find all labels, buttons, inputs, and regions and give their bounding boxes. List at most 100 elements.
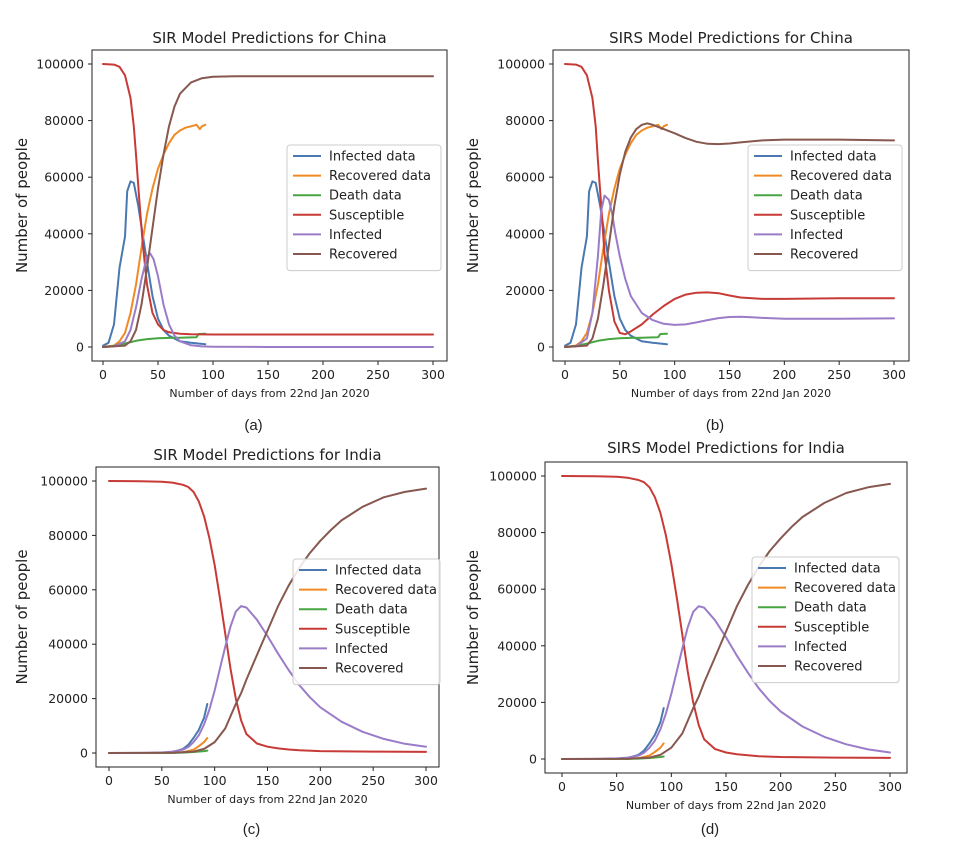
y-tick-label: 80000 — [497, 525, 537, 540]
legend-entry: Death data — [329, 189, 402, 204]
chart-title: SIR Model Predictions for China — [152, 29, 386, 47]
legend-entry: Infected data — [335, 564, 422, 579]
legend-box — [747, 144, 903, 272]
y-tick-label: 80000 — [505, 113, 545, 128]
y-tick-label: 40000 — [48, 637, 88, 652]
legend-entry: Susceptible — [329, 208, 404, 223]
x-tick-label: 250 — [366, 367, 390, 382]
x-tick-label: 0 — [558, 779, 566, 794]
legend-entry: Recovered data — [329, 169, 431, 184]
x-tick-label: 50 — [612, 367, 628, 382]
y-tick-label: 20000 — [44, 283, 84, 298]
chart-panel-3: SIR Model Predictions for India 0 50 100 150… — [13, 446, 441, 838]
x-tick-label: 300 — [882, 367, 906, 382]
y-tick-label: 100000 — [489, 469, 537, 484]
x-tick-label: 300 — [414, 773, 438, 788]
series-line-infected — [564, 194, 895, 348]
x-tick-label: 100 — [203, 773, 227, 788]
y-tick-label: 60000 — [48, 582, 88, 597]
x-tick-label: 100 — [663, 367, 687, 382]
legend-entry: Recovered — [329, 248, 398, 263]
x-tick-label: 0 — [99, 367, 107, 382]
y-tick-label: 20000 — [48, 691, 88, 706]
legend-entry: Susceptible — [335, 622, 410, 637]
x-tick-label: 150 — [718, 367, 742, 382]
y-tick-label: 100000 — [40, 474, 88, 489]
legend-entry: Susceptible — [790, 208, 865, 223]
series-line-recovered — [564, 122, 895, 348]
y-tick-label: 80000 — [48, 528, 88, 543]
y-tick-label: 60000 — [44, 170, 84, 185]
legend-entry: Infected — [794, 640, 847, 655]
x-tick-label: 50 — [150, 367, 166, 382]
series-group — [561, 475, 891, 760]
y-tick-label: 0 — [529, 752, 537, 767]
y-tick-label: 20000 — [505, 283, 545, 298]
chart-panel-1: SIR Model Predictions for China 0 50 100 150… — [13, 29, 448, 434]
series-line-infected — [561, 605, 891, 760]
x-tick-label: 0 — [105, 773, 113, 788]
y-tick-label: 40000 — [44, 226, 84, 241]
panel-label: (b) — [706, 417, 724, 434]
legend-entry: Infected data — [329, 150, 416, 165]
legend-entry: Infected data — [790, 150, 877, 165]
legend-entry: Infected data — [794, 562, 881, 577]
series-line-recovered — [561, 482, 891, 760]
x-axis-label: Number of days from 22nd Jan 2020 — [626, 799, 826, 812]
x-tick-label: 300 — [421, 367, 445, 382]
y-tick-label: 80000 — [44, 113, 84, 128]
x-tick-label: 200 — [772, 367, 796, 382]
legend: Infected data Recovered data Death data Sus… — [286, 144, 442, 272]
legend-entry: Susceptible — [794, 620, 869, 635]
x-axis-label: Number of days from 22nd Jan 2020 — [169, 387, 369, 400]
x-tick-label: 300 — [878, 779, 902, 794]
legend: Infected data Recovered data Death data Sus… — [747, 144, 903, 272]
y-axis-label: Number of people — [464, 138, 482, 273]
chart-title: SIRS Model Predictions for China — [609, 29, 853, 47]
x-tick-label: 50 — [609, 779, 625, 794]
panel-label: (d) — [701, 821, 719, 838]
legend-entry: Infected — [790, 228, 843, 243]
x-tick-label: 150 — [256, 367, 280, 382]
legend-entry: Recovered — [790, 248, 859, 263]
legend-entry: Recovered data — [335, 583, 437, 598]
chart-panel-2: SIRS Model Predictions for China 0 50 100 15… — [464, 29, 910, 434]
x-tick-label: 100 — [659, 779, 683, 794]
legend-entry: Recovered — [335, 662, 404, 677]
series-group — [102, 63, 434, 348]
series-line-recovered-data — [102, 123, 207, 348]
legend: Infected data Recovered data Death data Sus… — [292, 558, 441, 686]
series-line-susceptible — [108, 480, 427, 753]
legend-entry: Death data — [790, 189, 863, 204]
y-tick-label: 0 — [76, 340, 84, 355]
y-tick-label: 40000 — [505, 226, 545, 241]
legend-box — [286, 144, 442, 272]
legend-box — [292, 558, 441, 686]
series-line-death-data — [102, 332, 207, 348]
y-tick-label: 40000 — [497, 638, 537, 653]
y-tick-label: 100000 — [497, 57, 545, 72]
x-tick-label: 250 — [823, 779, 847, 794]
y-tick-label: 0 — [80, 746, 88, 761]
series-line-susceptible — [102, 63, 434, 336]
legend-box — [751, 556, 900, 684]
y-tick-label: 20000 — [497, 695, 537, 710]
y-tick-label: 0 — [537, 340, 545, 355]
y-axis-label: Number of people — [13, 138, 31, 273]
series-group — [108, 480, 427, 754]
legend-entry: Recovered — [794, 660, 863, 675]
x-tick-label: 150 — [714, 779, 738, 794]
series-line-susceptible — [564, 63, 895, 336]
series-line-death-data — [564, 332, 668, 348]
series-line-susceptible — [561, 475, 891, 759]
chart-panel-4: SIRS Model Predictions for India 0 50 100 15… — [464, 439, 908, 838]
series-group — [564, 63, 895, 348]
x-tick-label: 150 — [256, 773, 280, 788]
x-axis-label: Number of days from 22nd Jan 2020 — [631, 387, 831, 400]
series-line-recovered — [102, 75, 434, 348]
series-line-recovered — [108, 487, 427, 754]
x-tick-label: 250 — [361, 773, 385, 788]
legend-entry: Death data — [335, 603, 408, 618]
y-tick-label: 100000 — [36, 57, 84, 72]
